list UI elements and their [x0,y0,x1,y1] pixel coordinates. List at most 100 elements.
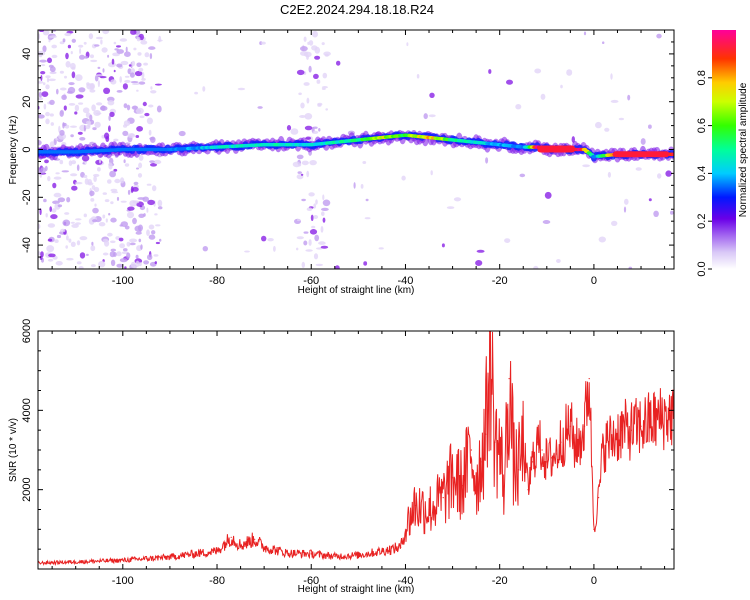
noise-blob [78,266,84,269]
snr-point [522,445,524,447]
noise-blob [129,72,135,78]
snr-point [442,497,444,499]
noise-blob [308,40,314,46]
noise-blob [42,30,50,36]
snr-plot-area [38,331,674,566]
noise-blob [64,212,70,215]
noise-blob [140,40,148,45]
noise-blob [135,135,140,138]
colorbar-gradient [712,30,736,269]
noise-blob [99,76,107,79]
noise-blob [77,131,83,135]
noise-blob [137,52,142,56]
noise-blob [110,248,117,252]
noise-blob [61,94,67,101]
noise-blob [131,105,139,110]
noise-blob [156,105,162,113]
noise-blob [52,182,57,189]
noise-blob [124,51,131,57]
noise-blob [322,217,326,223]
noise-blob [540,93,546,100]
noise-blob [300,102,305,109]
noise-blob [66,197,71,203]
noise-blob [322,199,331,207]
noise-blob [149,53,153,60]
noise-blob [363,261,368,266]
noise-blob [657,173,662,179]
noise-blob [90,54,94,59]
noise-blob [62,122,67,127]
noise-blob [533,265,539,269]
noise-blob [63,105,67,111]
noise-blob [41,64,46,67]
noise-blob [38,223,41,230]
noise-blob [506,79,513,85]
noise-blob [110,201,114,205]
noise-blob [40,167,46,174]
noise-blob [108,212,111,216]
noise-blob [116,263,123,268]
noise-blob [146,117,153,125]
noise-blob [88,33,94,40]
noise-blob [306,170,310,178]
noise-blob [318,241,326,245]
noise-blob [46,77,50,83]
noise-blob [311,225,316,229]
noise-blob [140,244,143,250]
noise-blob [635,167,642,171]
noise-blob [70,125,77,128]
noise-blob [79,236,88,241]
noise-blob [93,175,97,182]
noise-blob [87,182,94,186]
snr-point [485,433,487,435]
noise-blob [136,126,144,132]
noise-blob [62,219,71,227]
noise-blob [50,214,58,220]
noise-blob [38,50,46,56]
noise-blob [303,231,309,234]
noise-blob [136,37,141,42]
noise-blob [137,173,143,178]
noise-blob [123,103,128,109]
noise-blob [441,243,445,248]
snr-point [560,441,562,443]
noise-blob [623,206,627,213]
noise-blob [148,104,154,108]
noise-blob [38,33,41,40]
noise-blob [103,87,111,95]
noise-blob [55,172,60,175]
noise-blob [146,207,149,213]
noise-blob [476,249,485,253]
noise-blob [107,54,110,58]
noise-blob [146,229,150,236]
noise-blob [146,183,152,186]
noise-blob [336,60,341,66]
noise-blob [334,265,340,269]
noise-blob [315,263,323,267]
noise-blob [56,88,59,95]
noise-blob [261,235,267,242]
noise-blob [134,70,143,77]
noise-blob [99,105,108,111]
noise-blob [648,124,652,129]
noise-blob [556,259,561,263]
noise-blob [116,251,122,257]
noise-blob [68,103,76,106]
noise-blob [139,205,143,208]
noise-blob [610,99,619,103]
noise-blob [322,194,325,201]
noise-blob [119,258,128,263]
noise-blob [59,159,64,165]
noise-blob [96,102,103,106]
noise-blob [300,46,308,52]
noise-blob [321,211,325,216]
noise-blob [202,246,208,252]
noise-blob [97,66,101,69]
noise-blob [130,30,137,35]
snr-point [414,504,416,507]
noise-blob [94,44,100,47]
noise-blob [138,67,144,72]
noise-blob [74,104,80,112]
noise-blob [155,224,161,227]
noise-blob [159,238,162,242]
